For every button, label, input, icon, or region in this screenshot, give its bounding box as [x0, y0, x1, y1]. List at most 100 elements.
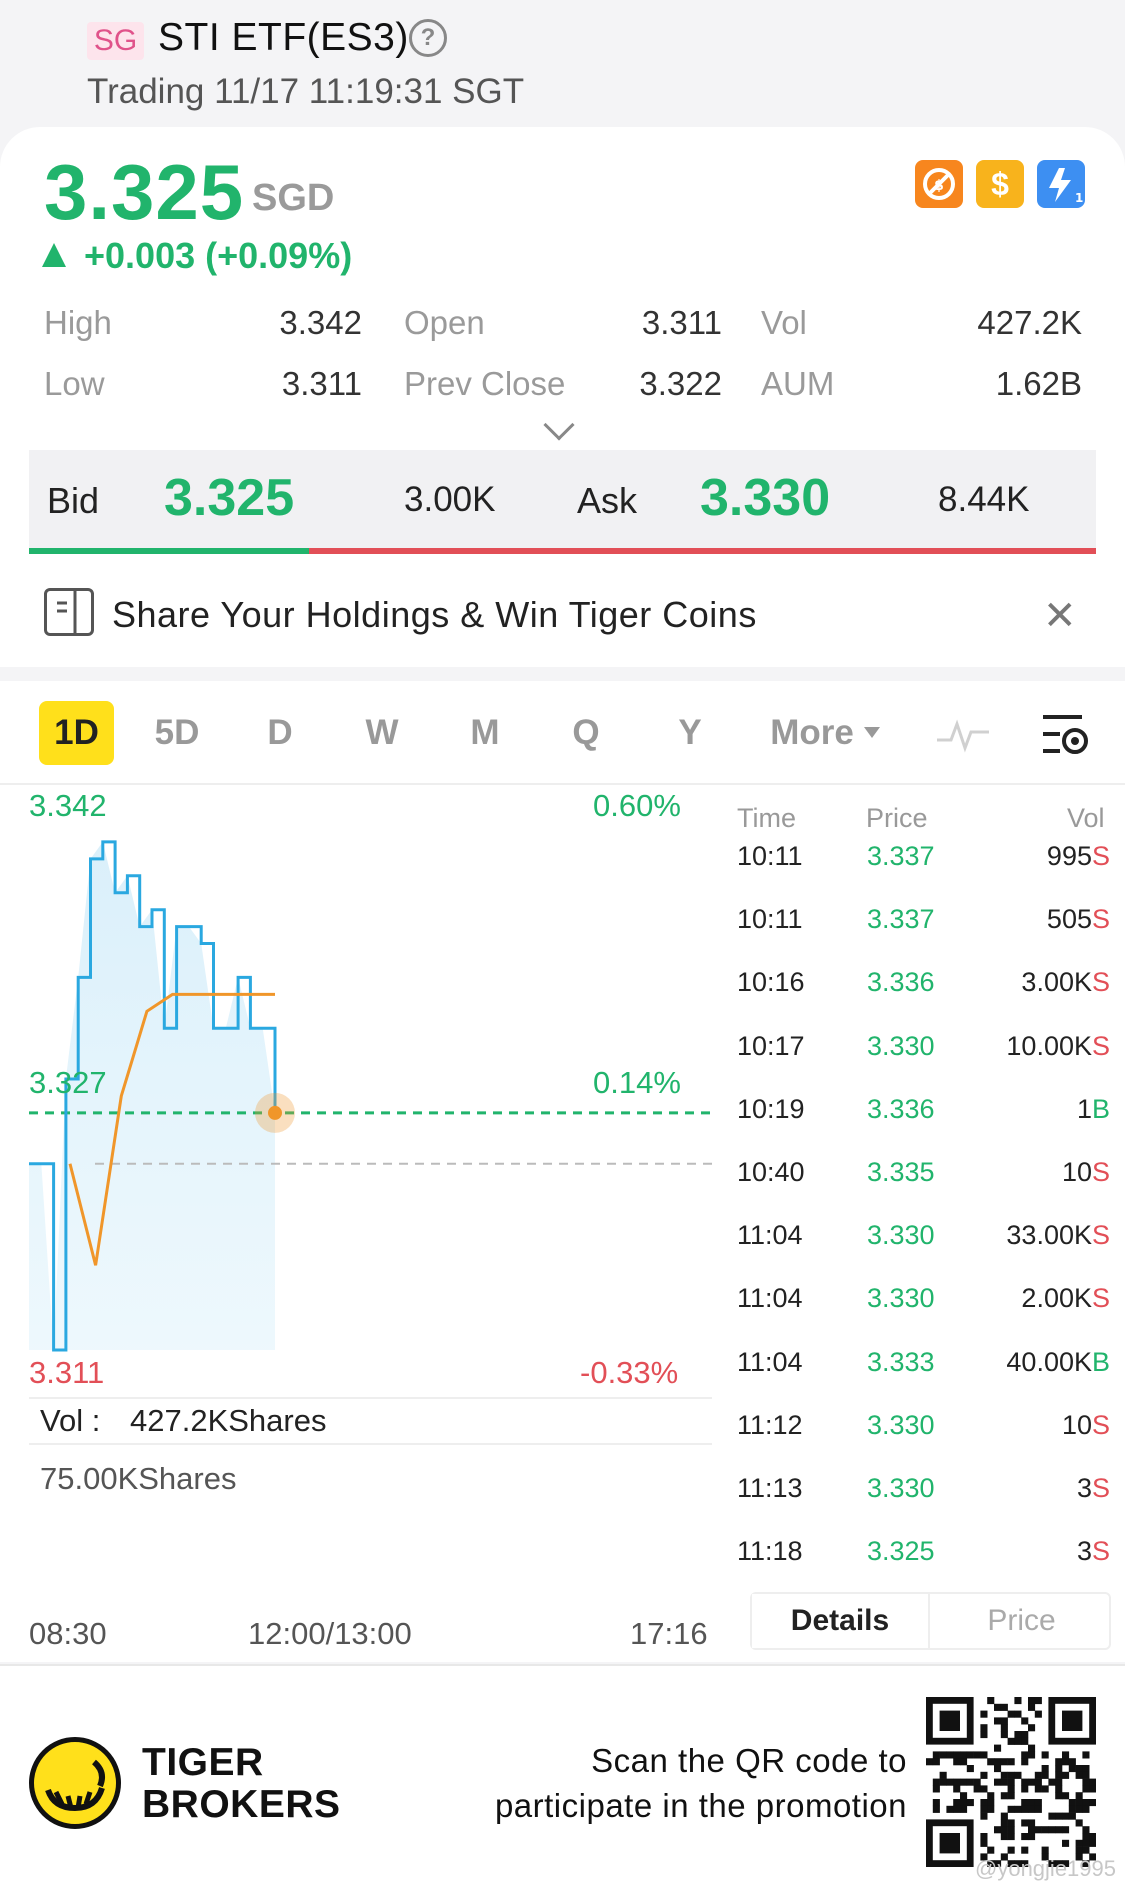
- intraday-chart[interactable]: [0, 785, 725, 1485]
- quote-card: 3.325 SGD +0.003 (+0.09%) $ $ 1 High 3.3…: [0, 127, 1125, 667]
- prev-close-value: 3.322: [639, 365, 722, 402]
- tick-side: S: [1091, 1536, 1110, 1567]
- stock-title: STI ETF(ES3): [158, 16, 409, 59]
- tiger-logo: [29, 1737, 121, 1829]
- tick-price: 3.330: [867, 1283, 935, 1314]
- tick-row: 11:04 3.333 40.00KB: [734, 1347, 1110, 1410]
- tick-vol: 995S: [1047, 841, 1110, 872]
- ticks-header-vol: Vol: [1067, 803, 1105, 833]
- tick-vol-value: 3: [1076, 1473, 1092, 1503]
- tick-price: 3.336: [867, 967, 935, 998]
- tick-time: 10:11: [737, 841, 803, 871]
- tick-vol-value: 995: [1046, 841, 1092, 871]
- tab-q[interactable]: Q: [572, 713, 600, 752]
- market-badge: SG: [87, 22, 144, 60]
- trading-status: Trading 11/17 11:19:31 SGT: [87, 72, 525, 111]
- tick-vol-value: 33.00K: [1006, 1220, 1092, 1251]
- feature-badges: $ $ 1: [915, 160, 1085, 208]
- tick-side: B: [1091, 1093, 1110, 1124]
- ask-size: 8.44K: [938, 480, 1030, 519]
- tick-side: S: [1091, 1409, 1110, 1440]
- dollar-icon[interactable]: $: [976, 160, 1024, 208]
- tick-side: S: [1091, 841, 1110, 871]
- tick-side: S: [1091, 904, 1110, 935]
- tick-vol: 2.00KS: [1021, 1283, 1110, 1314]
- tick-price: 3.336: [867, 1093, 935, 1124]
- segment-price[interactable]: Price: [987, 1604, 1056, 1637]
- aum-value: 1.62B: [995, 365, 1082, 402]
- tick-time: 11:04: [737, 1220, 803, 1251]
- tick-time: 11:04: [737, 1346, 803, 1377]
- tick-side: S: [1091, 1220, 1110, 1251]
- y-high-label: 3.342: [29, 788, 107, 823]
- tick-row: 10:11 3.337 995S: [734, 841, 1110, 904]
- tick-price: 3.337: [867, 841, 935, 871]
- close-icon[interactable]: ✕: [1043, 594, 1077, 638]
- tab-w[interactable]: W: [365, 713, 399, 752]
- promo-footer: TIGER BROKERS Scan the QR code to partic…: [0, 1664, 1125, 1896]
- tick-vol-value: 1: [1076, 1093, 1092, 1124]
- last-price: 3.325: [44, 148, 245, 236]
- tick-time: 10:17: [737, 1030, 805, 1061]
- tab-5d[interactable]: 5D: [154, 713, 200, 752]
- tick-row: 10:17 3.330 10.00KS: [734, 1031, 1110, 1094]
- tick-side: S: [1091, 1473, 1110, 1503]
- divider: [29, 1443, 712, 1445]
- tick-vol: 1B: [1077, 1094, 1110, 1125]
- tick-vol-value: 10: [1061, 1157, 1092, 1187]
- tick-vol: 3S: [1077, 1473, 1110, 1504]
- watermark: @yongjie1995: [975, 1856, 1116, 1881]
- tick-row: 10:40 3.335 10S: [734, 1157, 1110, 1220]
- ticks-header-price: Price: [866, 803, 928, 833]
- tick-vol-value: 3.00K: [1021, 967, 1092, 998]
- tick-vol-value: 40.00K: [1006, 1346, 1092, 1377]
- ask-label: Ask: [577, 480, 638, 521]
- help-icon[interactable]: ?: [409, 19, 447, 57]
- chevron-down-icon[interactable]: [543, 409, 575, 441]
- header: SG STI ETF(ES3) ? Trading 11/17 11:19:31…: [0, 0, 1125, 135]
- tick-price: 3.330: [867, 1030, 935, 1061]
- tick-price: 3.333: [867, 1346, 935, 1377]
- ticks-segment: Details Price: [750, 1592, 1111, 1650]
- tick-vol: 10.00KS: [1006, 1031, 1110, 1062]
- qr-code: [926, 1697, 1096, 1867]
- scan-line-1: Scan the QR code to: [591, 1742, 907, 1779]
- no-short-icon[interactable]: $: [915, 160, 963, 208]
- tab-more[interactable]: More: [760, 701, 890, 765]
- vol-value: 427.2K: [977, 304, 1082, 341]
- y-low-label: 3.311: [29, 1355, 105, 1390]
- tick-vol: 33.00KS: [1006, 1220, 1110, 1251]
- price-line: [28, 840, 277, 1352]
- scan-line-2: participate in the promotion: [494, 1787, 907, 1824]
- vol-label: Vol :: [40, 1403, 101, 1438]
- tick-time: 10:40: [737, 1157, 805, 1187]
- tab-d[interactable]: D: [267, 713, 293, 752]
- ask-price: 3.330: [700, 469, 831, 527]
- y-current-pct: 0.14%: [593, 1065, 681, 1100]
- divider: [29, 1397, 712, 1399]
- chart-settings-icon[interactable]: [1040, 711, 1090, 757]
- vol-max-label: 75.00KShares: [40, 1461, 237, 1496]
- brand-line-1: TIGER: [142, 1741, 264, 1784]
- tick-vol: 10S: [1062, 1410, 1110, 1441]
- bid-ask-panel: Bid 3.325 3.00K Ask 3.330 8.44K: [29, 450, 1096, 554]
- tick-time: 10:16: [737, 967, 805, 998]
- segment-details[interactable]: Details: [752, 1594, 930, 1648]
- tab-m[interactable]: M: [470, 713, 500, 752]
- tick-price: 3.335: [867, 1157, 935, 1187]
- lightning-level1-icon[interactable]: 1: [1037, 160, 1085, 208]
- high-label: High: [44, 304, 112, 341]
- up-arrow-icon: [42, 243, 66, 267]
- indicator-icon[interactable]: [935, 714, 991, 754]
- tab-y[interactable]: Y: [678, 713, 702, 752]
- promo-banner[interactable]: Share Your Holdings & Win Tiger Coins ✕: [0, 567, 1125, 667]
- tick-row: 10:16 3.336 3.00KS: [734, 967, 1110, 1030]
- svg-text:1: 1: [1075, 191, 1083, 205]
- tick-vol-value: 2.00K: [1021, 1283, 1092, 1314]
- tick-row: 11:13 3.330 3S: [734, 1473, 1110, 1536]
- open-label: Open: [404, 304, 485, 341]
- tick-vol: 40.00KB: [1006, 1347, 1110, 1378]
- tab-1d[interactable]: 1D: [39, 701, 114, 765]
- tick-price: 3.325: [867, 1536, 935, 1567]
- tick-vol: 3.00KS: [1021, 967, 1110, 998]
